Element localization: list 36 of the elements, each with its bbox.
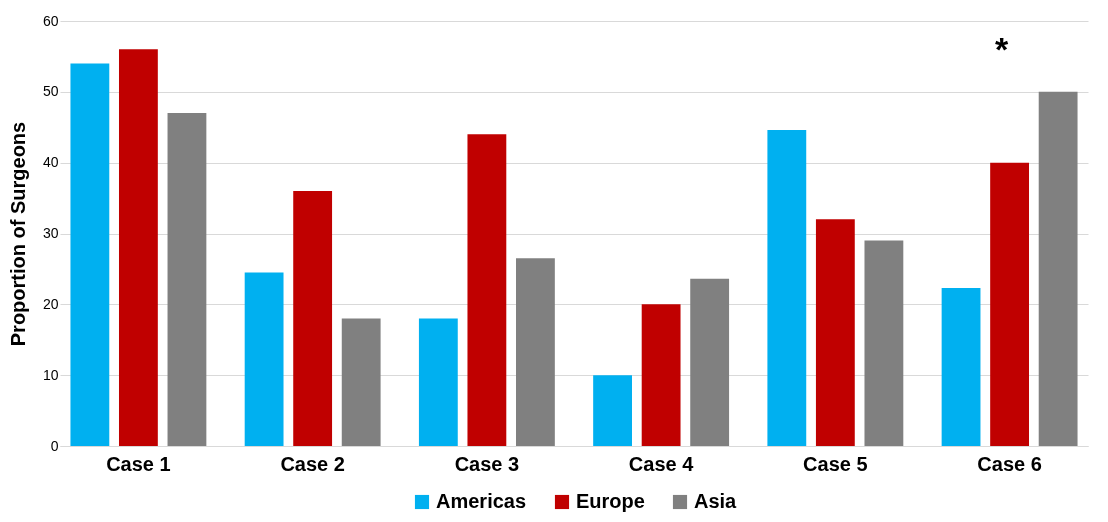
bar — [118, 49, 158, 446]
legend-label: Asia — [694, 490, 738, 512]
bar — [690, 278, 730, 446]
x-tick-label: Case 4 — [628, 452, 695, 475]
bar — [167, 113, 207, 446]
bar — [1038, 91, 1078, 446]
bar — [593, 375, 632, 446]
x-tick-label: Case 5 — [803, 452, 868, 475]
bar — [70, 63, 110, 446]
bar — [767, 130, 807, 446]
bar — [864, 240, 904, 446]
y-tick-label: 0 — [50, 437, 59, 454]
y-tick-label: 60 — [42, 12, 59, 29]
bar — [815, 219, 855, 446]
y-tick-label: 40 — [42, 154, 59, 171]
annotation: * — [994, 30, 1009, 68]
bar — [341, 318, 381, 446]
x-tick-label: Case 6 — [977, 452, 1042, 475]
bar — [244, 272, 284, 446]
x-tick-label: Case 3 — [454, 452, 520, 475]
bar — [941, 288, 981, 446]
legend-label: Europe — [576, 490, 645, 512]
bar — [467, 134, 507, 446]
bar — [641, 304, 681, 446]
y-tick-label: 30 — [42, 225, 59, 241]
bar — [516, 258, 555, 446]
legend-label: Americas — [436, 490, 527, 512]
bar — [293, 191, 333, 446]
x-tick-label: Case 2 — [280, 452, 345, 475]
y-tick-label: 50 — [42, 83, 59, 100]
bar — [418, 318, 458, 446]
y-axis-title: Proportion of Surgeons — [6, 121, 29, 347]
y-tick-label: 10 — [42, 366, 59, 383]
y-tick-label: 20 — [42, 295, 59, 312]
bar — [990, 162, 1030, 446]
x-tick-label: Case 1 — [106, 452, 171, 475]
